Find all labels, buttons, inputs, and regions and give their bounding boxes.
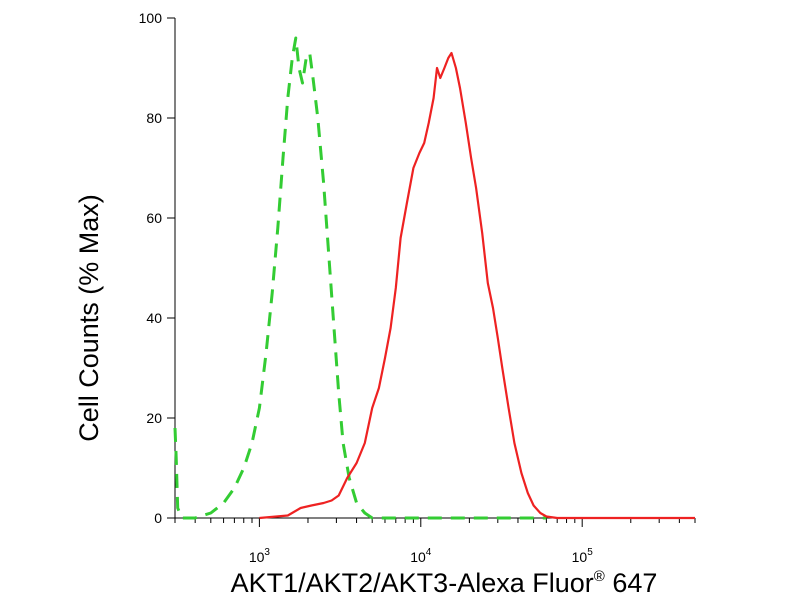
x-axis-label: AKT1/AKT2/AKT3-Alexa Fluor® 647 [231,568,658,598]
x-tick-label: 104 [410,547,432,565]
x-tick-label-base: 10 [572,549,588,565]
x-tick-label-base: 10 [249,549,265,565]
x-ticks: 103 104 105 [174,518,696,565]
x-tick-label-base: 10 [410,549,426,565]
y-tick-label: 0 [154,510,162,526]
y-tick-label: 20 [146,410,162,426]
x-tick-label-exponent: 5 [587,547,593,558]
y-axis-label: Cell Counts (% Max) [74,194,104,442]
y-ticks: 0 20 40 60 80 100 [139,10,175,526]
x-tick-label: 105 [572,547,594,565]
y-tick-label: 80 [146,110,162,126]
series-line-sample-solid [259,51,695,520]
x-tick-label: 103 [249,547,271,565]
y-tick-label: 40 [146,310,162,326]
x-tick-label-exponent: 3 [264,547,270,558]
x-axis-label-superscript: ® [594,568,605,585]
series-line-control-dashed [173,36,547,520]
x-axis-label-main: AKT1/AKT2/AKT3-Alexa Fluor [231,568,594,598]
x-tick-label-exponent: 4 [426,547,432,558]
x-axis-label-suffix: 647 [605,568,658,598]
series-group [173,36,695,520]
y-tick-label: 100 [139,10,163,26]
y-tick-label: 60 [146,210,162,226]
